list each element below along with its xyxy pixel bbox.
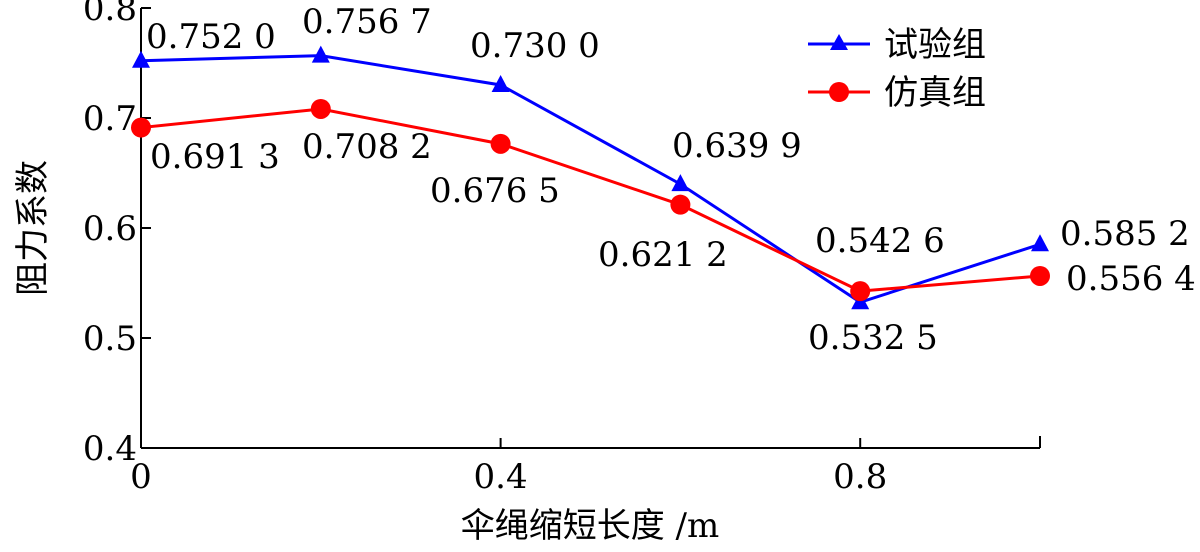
data-label: 0.676 5 [430, 171, 560, 211]
series-point [1030, 265, 1050, 286]
series-point [131, 117, 151, 138]
data-label: 0.756 7 [302, 2, 432, 42]
x-tick-label: 0.8 [833, 457, 887, 497]
series-line-1 [140, 107, 1041, 293]
y-tick-label: 0.8 [83, 0, 137, 29]
y-tick-label: 0.4 [83, 429, 137, 469]
data-label: 0.556 4 [1066, 259, 1196, 299]
data-label: 0.708 2 [302, 127, 432, 167]
axes: 0.40.50.60.70.80 0.4 0.8 [83, 0, 1041, 497]
legend-label-sim: 仿真组 [884, 73, 986, 113]
y-tick-label: 0.6 [83, 209, 137, 249]
data-label: 0.532 5 [808, 318, 938, 358]
legend-marker-test [830, 34, 848, 50]
series-point [670, 194, 691, 215]
x-tick-label: 0.4 [474, 457, 528, 497]
data-label: 0.621 2 [598, 235, 728, 275]
data-label: 0.585 2 [1060, 214, 1190, 254]
y-tick-label: 0.7 [83, 99, 137, 139]
series-point [491, 75, 510, 92]
legend-label-test: 试验组 [884, 25, 986, 65]
series-point [311, 45, 330, 63]
series-point [490, 133, 511, 154]
x-axis-title: 伞绳缩短长度 /m [461, 506, 720, 546]
y-tick-label: 0.5 [83, 319, 137, 359]
series-line-0 [140, 54, 1041, 304]
series-point [310, 98, 331, 119]
data-label: 0.730 0 [470, 26, 600, 66]
series-point [1031, 234, 1049, 252]
x-tick-label: 0 [130, 457, 152, 497]
series-point [132, 50, 150, 68]
legend-marker-sim [829, 82, 849, 102]
series-point [850, 281, 871, 302]
data-label: 0.752 0 [146, 17, 276, 57]
series-point [671, 174, 690, 192]
y-axis-title: 阻力系数 [13, 160, 53, 296]
legend: 试验组 仿真组 [808, 25, 986, 113]
data-labels: 0.752 0 0.756 7 0.730 0 0.639 9 0.532 5 0.585… [146, 2, 1196, 358]
data-label: 0.542 6 [815, 221, 945, 261]
data-label: 0.639 9 [672, 126, 802, 166]
series-layer [131, 45, 1050, 310]
data-label: 0.691 3 [150, 137, 280, 177]
